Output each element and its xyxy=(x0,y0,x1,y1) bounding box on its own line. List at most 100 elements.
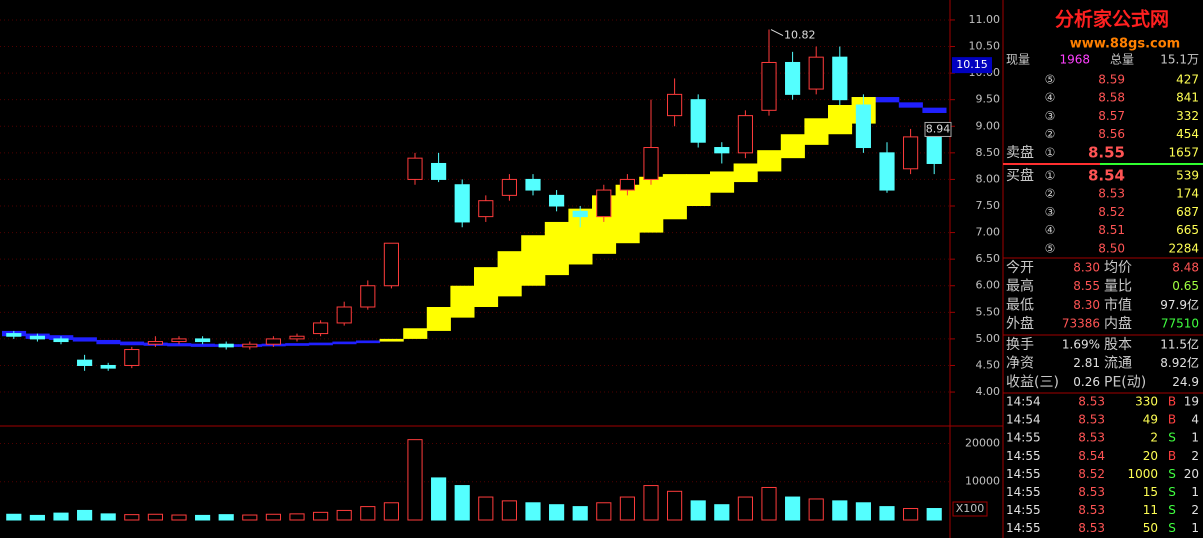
band-step xyxy=(521,235,546,286)
band-step xyxy=(662,174,687,220)
y-tick-label: 4.00 xyxy=(976,385,1001,398)
trade-volume: 330 xyxy=(1135,395,1158,409)
trade-price: 8.52 xyxy=(1078,467,1105,481)
stat-value: 2.81 xyxy=(1073,356,1100,370)
trade-price: 8.53 xyxy=(1078,413,1105,427)
volume-bar xyxy=(525,502,541,521)
candle-body xyxy=(549,194,565,207)
candle-body xyxy=(124,349,140,366)
volume-bar xyxy=(596,502,612,521)
unit-label: X100 xyxy=(956,502,985,515)
book-volume: 1657 xyxy=(1168,145,1199,159)
candle-body xyxy=(855,104,871,149)
band-step xyxy=(686,174,711,206)
stat-label: 净资 xyxy=(1006,356,1034,372)
band-step xyxy=(356,340,381,344)
volume-bar xyxy=(761,486,777,521)
volume-bar xyxy=(195,514,211,521)
trade-time: 14:55 xyxy=(1006,503,1041,517)
trade-price: 8.53 xyxy=(1078,485,1105,499)
book-volume: 665 xyxy=(1176,223,1199,237)
band-step xyxy=(804,118,829,145)
y-tick-label: 8.50 xyxy=(976,146,1001,159)
volume-bar xyxy=(549,504,565,521)
trade-side: B xyxy=(1168,449,1176,463)
y-tick-label: 9.00 xyxy=(976,119,1001,132)
volume-bar xyxy=(383,502,399,521)
trade-price: 8.53 xyxy=(1078,431,1105,445)
band-step xyxy=(497,251,522,297)
stat-label: 换手 xyxy=(1006,336,1034,353)
volume-bar xyxy=(265,513,281,521)
candle-body xyxy=(218,343,234,348)
book-price: 8.54 xyxy=(1088,167,1125,185)
stat-value: 73386 xyxy=(1062,317,1100,331)
volume-bar xyxy=(171,514,187,521)
stat-label: 市值 xyxy=(1104,296,1132,313)
volume-bar xyxy=(667,490,683,521)
y-tick-label: 8.00 xyxy=(976,172,1001,185)
volume-bar xyxy=(218,514,234,521)
volume-bar xyxy=(147,513,163,521)
band-step xyxy=(190,343,215,347)
logo-url: www.88gs.com xyxy=(1070,37,1180,52)
trade-volume: 15 xyxy=(1143,485,1158,499)
candle-body xyxy=(147,341,163,345)
band-step xyxy=(72,337,97,342)
trade-price: 8.53 xyxy=(1078,503,1105,517)
candle-body xyxy=(478,200,494,218)
book-price: 8.53 xyxy=(1098,187,1125,201)
book-volume: 174 xyxy=(1176,187,1199,201)
candle-body xyxy=(785,61,801,95)
stat-value: 8.30 xyxy=(1073,298,1100,312)
candle-body xyxy=(761,61,777,111)
y-tick-label: 20000 xyxy=(965,436,1000,449)
candle-body xyxy=(195,338,211,343)
book-level: ⑤ xyxy=(1045,241,1056,255)
stat-label: 股本 xyxy=(1104,337,1132,353)
band-step xyxy=(285,343,310,346)
candle-body xyxy=(6,333,22,337)
book-price: 8.58 xyxy=(1098,91,1125,105)
candle-body xyxy=(407,157,423,180)
trade-count: 2 xyxy=(1191,449,1199,463)
volume-bar xyxy=(407,439,423,521)
volume-bar xyxy=(619,496,635,521)
y-tick-label: 6.50 xyxy=(976,252,1001,265)
candle-body xyxy=(737,115,753,154)
book-level: ① xyxy=(1045,145,1056,159)
panel-text: 15.1万 xyxy=(1160,53,1199,67)
stat-label: 最高 xyxy=(1006,278,1034,295)
volume-bar xyxy=(855,502,871,521)
candle-body xyxy=(572,210,588,218)
band-step xyxy=(379,338,404,342)
volume-bar xyxy=(832,500,848,521)
book-level: ② xyxy=(1045,127,1056,141)
band-step xyxy=(639,176,664,233)
volume-bar xyxy=(29,514,45,521)
candle-body xyxy=(667,93,683,117)
logo-name: 分析家公式网 xyxy=(1055,8,1169,31)
book-level: ⑤ xyxy=(1045,73,1056,87)
book-volume: 2284 xyxy=(1168,241,1199,255)
trade-volume: 50 xyxy=(1143,521,1158,535)
band-step xyxy=(167,343,192,347)
volume-bar xyxy=(737,496,753,521)
trade-count: 1 xyxy=(1191,431,1199,445)
volume-bar xyxy=(77,509,93,521)
stat-label: 量比 xyxy=(1104,279,1132,295)
trade-volume: 2 xyxy=(1150,431,1158,445)
band-step xyxy=(733,163,758,183)
book-level: ① xyxy=(1045,169,1056,183)
trade-side: B xyxy=(1168,395,1176,409)
candle-body xyxy=(360,285,376,308)
trade-side: S xyxy=(1168,431,1176,445)
candle-body xyxy=(265,338,281,345)
trade-side: S xyxy=(1168,521,1176,535)
band-step xyxy=(450,285,475,318)
book-level: ② xyxy=(1045,187,1056,201)
band-step xyxy=(120,341,145,346)
trade-price: 8.53 xyxy=(1078,395,1105,409)
volume-bar xyxy=(478,496,494,521)
unit-box xyxy=(952,501,988,517)
